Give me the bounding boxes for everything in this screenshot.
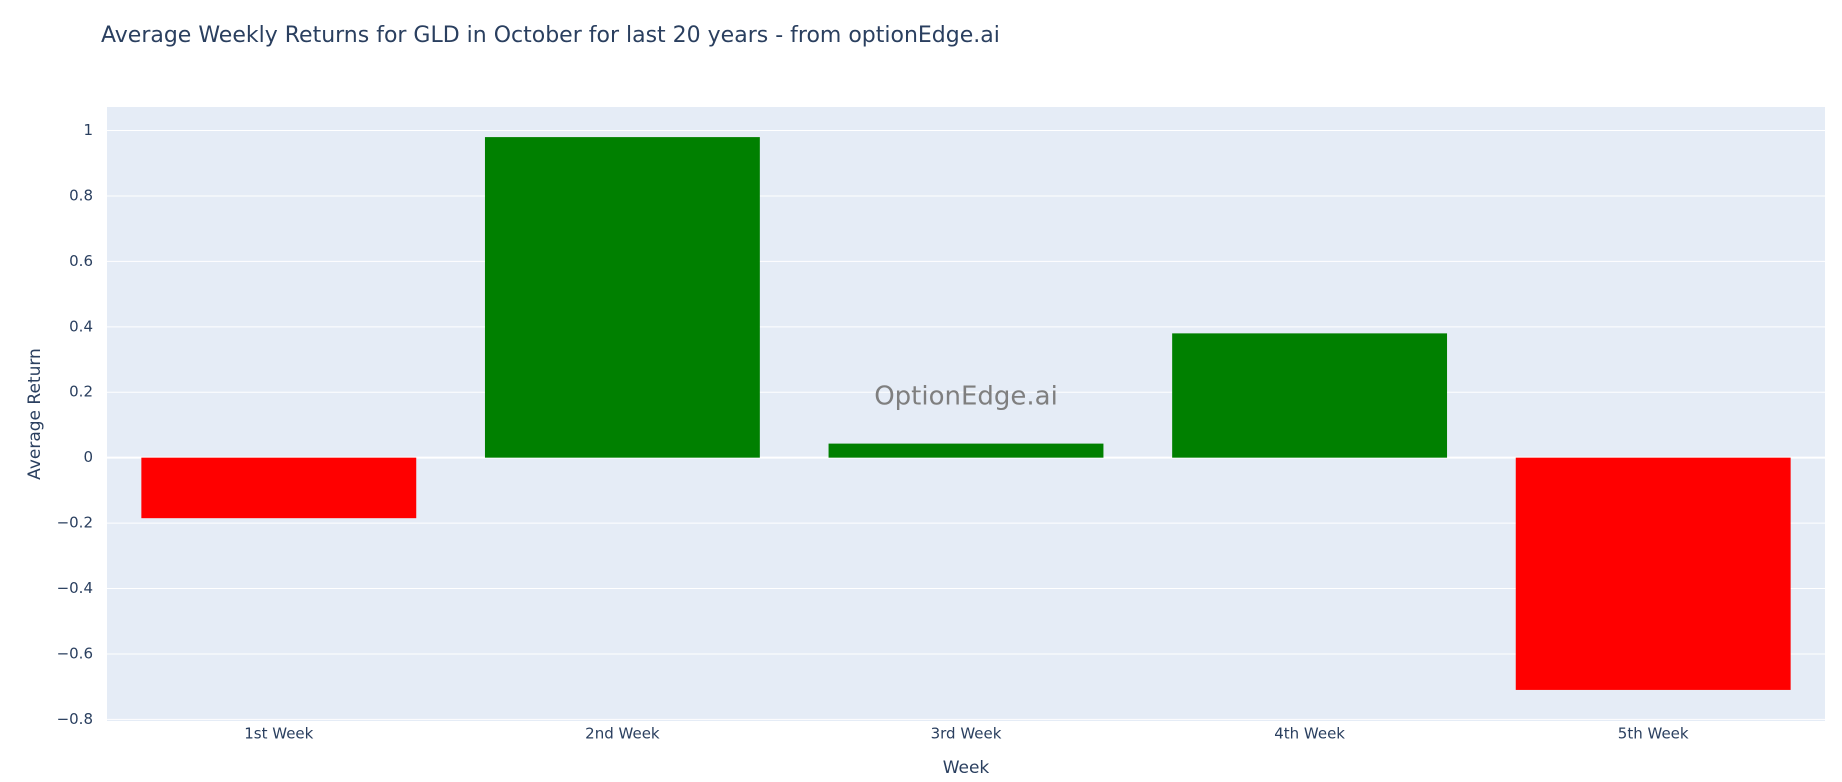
y-tick-label: −0.8	[57, 710, 93, 728]
chart-title: Average Weekly Returns for GLD in Octobe…	[101, 23, 1000, 48]
y-tick-label: 0.6	[69, 252, 93, 270]
x-tick-label: 4th Week	[1274, 725, 1345, 743]
bar	[828, 443, 1104, 458]
x-tick-label: 3rd Week	[931, 725, 1002, 743]
y-tick-label: 0.4	[69, 317, 93, 335]
x-tick-label: 5th Week	[1618, 725, 1689, 743]
bar	[1172, 333, 1448, 458]
y-tick-label: 1	[83, 121, 93, 139]
watermark: OptionEdge.ai	[874, 382, 1058, 412]
y-tick-label: −0.2	[57, 514, 93, 532]
x-axis-title: Week	[943, 758, 990, 778]
y-tick-label: −0.6	[57, 644, 93, 662]
y-tick-label: −0.4	[57, 579, 93, 597]
y-tick-label: 0.8	[69, 186, 93, 204]
bar	[1515, 457, 1791, 690]
x-tick-label: 2nd Week	[585, 725, 660, 743]
y-axis-title: Average Return	[25, 348, 45, 480]
bar	[484, 137, 760, 458]
y-tick-label: 0	[83, 448, 93, 466]
y-tick-label: 0.2	[69, 383, 93, 401]
bar	[141, 457, 417, 519]
x-tick-label: 1st Week	[244, 725, 313, 743]
